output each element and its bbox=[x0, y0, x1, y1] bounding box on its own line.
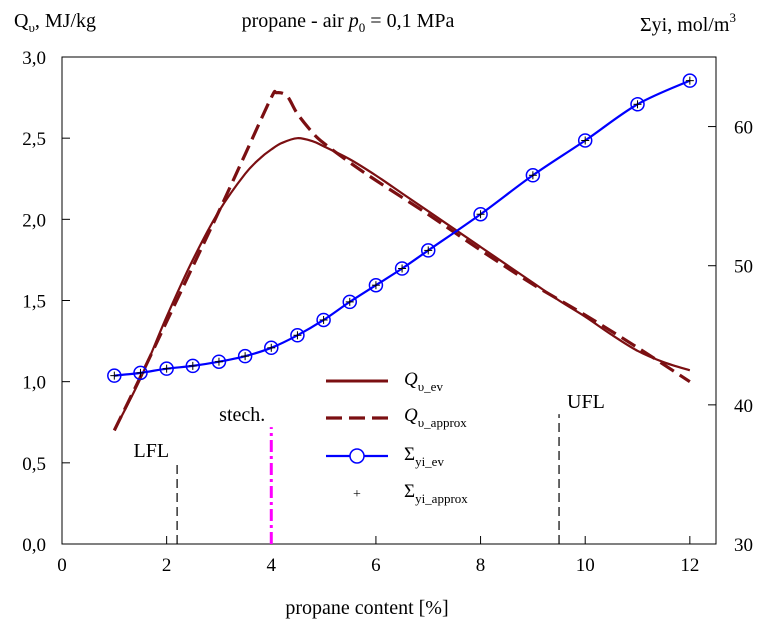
left-axis-label-base: Q bbox=[14, 10, 29, 32]
right-axis-label-sup: 3 bbox=[729, 10, 736, 25]
point-sum-ev bbox=[107, 368, 122, 383]
series-group bbox=[107, 73, 698, 432]
point-sum-approx bbox=[581, 136, 590, 145]
left-axis-label-sub: υ bbox=[28, 20, 34, 35]
title-var: p bbox=[347, 10, 359, 32]
legend-marker-sum-ev bbox=[349, 448, 365, 464]
left-axis-label-rest: , MJ/kg bbox=[35, 10, 96, 32]
y-left-tick-label: 1,5 bbox=[22, 292, 46, 313]
x-tick-label: 2 bbox=[162, 555, 172, 576]
point-sum-ev bbox=[682, 73, 698, 88]
point-sum-ev bbox=[577, 133, 593, 148]
x-tick-label: 8 bbox=[476, 555, 486, 576]
point-sum-approx bbox=[398, 264, 407, 273]
right-axis-label: Σyi, mol/m3 bbox=[640, 10, 736, 36]
point-sum-ev bbox=[473, 206, 488, 222]
y-right-tick-label: 50 bbox=[734, 257, 753, 278]
point-sum-approx bbox=[633, 100, 642, 109]
marker-label-lfl: LFL bbox=[134, 440, 170, 462]
y-left-tick-label: 1,0 bbox=[22, 373, 46, 394]
x-tick-label: 10 bbox=[576, 555, 595, 576]
chart-title: propane - air p0 = 0,1 MPa bbox=[242, 10, 455, 35]
point-sum-approx bbox=[476, 210, 485, 219]
point-sum-ev bbox=[133, 365, 148, 381]
y-left-tick-label: 2,5 bbox=[22, 129, 46, 150]
point-sum-approx bbox=[293, 331, 302, 340]
legend: Qυ_ev Qυ_approx Σyi_ev + Σyi_approx bbox=[326, 369, 468, 506]
legend-sum-approx-base: Σ bbox=[404, 481, 415, 502]
point-sum-ev bbox=[237, 348, 253, 364]
y-left-tick-label: 2,0 bbox=[22, 210, 46, 231]
y-right-tick-label: 40 bbox=[734, 396, 753, 417]
point-sum-ev bbox=[420, 243, 436, 258]
legend-q-ev-base: Q bbox=[404, 369, 418, 390]
y-left-tick-label: 0,5 bbox=[22, 454, 46, 475]
legend-q-ev-sub: υ_ev bbox=[418, 379, 444, 394]
point-sum-ev bbox=[290, 328, 305, 343]
legend-label-sum-ev: Σyi_ev bbox=[404, 444, 444, 469]
y-right-tick-label: 30 bbox=[734, 535, 753, 556]
point-sum-ev bbox=[525, 168, 541, 183]
legend-q-approx-sub: υ_approx bbox=[418, 415, 468, 430]
point-sum-approx bbox=[424, 246, 433, 255]
series-line-sum-ev bbox=[114, 79, 691, 377]
point-sum-ev bbox=[394, 261, 410, 276]
y-right-tick-label: 60 bbox=[734, 118, 753, 139]
plot-frame bbox=[61, 56, 717, 545]
point-sum-approx bbox=[136, 368, 145, 377]
legend-label-q-ev: Qυ_ev bbox=[404, 369, 443, 394]
point-sum-approx bbox=[371, 281, 380, 290]
title-suffix: = 0,1 MPa bbox=[365, 10, 454, 32]
point-sum-ev bbox=[342, 294, 358, 310]
legend-sum-approx-sub: yi_approx bbox=[415, 491, 468, 506]
y-left-tick-label: 3,0 bbox=[22, 48, 46, 69]
left-axis-label: Qυ, MJ/kg bbox=[14, 10, 96, 35]
legend-sum-ev-base: Σ bbox=[404, 444, 415, 465]
point-sum-ev bbox=[185, 358, 201, 374]
point-sum-ev bbox=[316, 312, 331, 328]
point-sum-ev bbox=[630, 97, 645, 112]
x-axis-label: propane content [%] bbox=[285, 597, 448, 619]
point-sum-ev bbox=[368, 277, 384, 293]
x-tick-label: 0 bbox=[57, 555, 67, 576]
point-sum-approx bbox=[267, 343, 276, 352]
point-sum-approx bbox=[241, 352, 250, 361]
x-tick-label: 12 bbox=[680, 555, 699, 576]
marker-label-stech: stech. bbox=[219, 404, 265, 426]
legend-label-sum-approx: Σyi_approx bbox=[404, 481, 468, 506]
title-sub: 0 bbox=[359, 20, 366, 35]
x-tick-label: 6 bbox=[371, 555, 381, 576]
right-axis-ticks: 30 40 50 60 bbox=[708, 118, 753, 556]
right-axis-label-base: Σyi, mol/m bbox=[640, 14, 730, 36]
point-sum-ev bbox=[264, 340, 279, 356]
y-left-tick-label: 0,0 bbox=[22, 535, 46, 556]
point-sum-approx bbox=[162, 364, 171, 373]
point-sum-approx bbox=[110, 371, 119, 380]
legend-sum-ev-sub: yi_ev bbox=[415, 454, 444, 469]
point-sum-approx bbox=[345, 297, 354, 306]
flammability-markers: LFL stech. UFL bbox=[134, 391, 605, 544]
marker-label-ufl: UFL bbox=[567, 391, 605, 413]
x-axis-ticks: 0 2 4 6 8 10 12 bbox=[57, 536, 699, 576]
series-line-q-approx bbox=[112, 89, 691, 432]
point-sum-approx bbox=[319, 315, 328, 324]
point-sum-ev bbox=[211, 354, 227, 369]
point-sum-approx bbox=[528, 171, 537, 180]
x-tick-label: 4 bbox=[267, 555, 277, 576]
title-prefix: propane - air bbox=[242, 10, 349, 32]
point-sum-ev bbox=[159, 361, 174, 376]
point-sum-approx bbox=[685, 76, 694, 85]
left-axis-ticks: 0,0 0,5 1,0 1,5 2,0 2,5 3,0 bbox=[22, 48, 70, 556]
legend-label-q-approx: Qυ_approx bbox=[404, 405, 467, 430]
legend-q-approx-base: Q bbox=[404, 405, 418, 426]
point-sum-approx bbox=[188, 361, 197, 370]
series-line-q-ev bbox=[113, 137, 691, 431]
point-sum-approx bbox=[214, 357, 223, 366]
legend-marker-sum-approx: + bbox=[353, 487, 361, 502]
